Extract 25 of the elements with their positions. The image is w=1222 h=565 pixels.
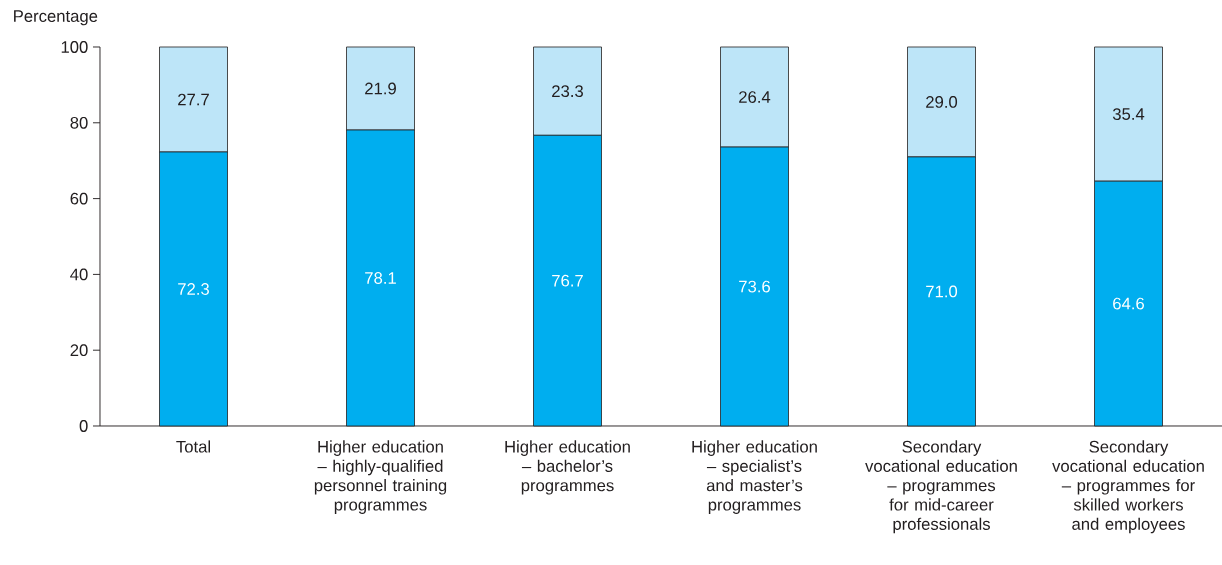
data-label: 26.4: [739, 91, 771, 103]
x-tick-label: Higher education – highly-qualified personnel training programmes: [314, 440, 447, 514]
y-tick-label: 20: [70, 344, 88, 357]
x-tick-label: Total: [176, 440, 211, 453]
y-tick-label: 0: [79, 420, 88, 432]
y-axis-title: Percentage: [14, 10, 98, 26]
data-label: 35.4: [1112, 108, 1145, 120]
data-label: 27.7: [178, 93, 209, 106]
data-label: 73.6: [739, 280, 770, 293]
data-label: 71.0: [926, 285, 958, 298]
data-label: 78.1: [365, 272, 396, 284]
data-label: 64.6: [1113, 297, 1144, 310]
x-tick-label: Higher education – bachelor’s programmes: [505, 440, 630, 495]
data-label: 29.0: [926, 96, 958, 108]
data-label: 76.7: [552, 274, 583, 287]
x-tick-label: Secondary vocational education – programmes for skilled workers and employees: [1052, 440, 1204, 534]
y-tick-label: 40: [70, 268, 88, 281]
x-tick-label: Higher education – specialist’s and master’s programmes: [692, 440, 817, 514]
data-label: 21.9: [365, 82, 396, 95]
y-tick-label: 80: [70, 116, 88, 129]
data-label: 72.3: [178, 283, 209, 295]
y-tick-label: 60: [70, 192, 88, 205]
y-tick-label: 100: [61, 41, 88, 53]
data-label: 23.3: [552, 85, 583, 98]
x-tick-label: Secondary vocational education – programmes for mid-career professionals: [865, 440, 1017, 534]
